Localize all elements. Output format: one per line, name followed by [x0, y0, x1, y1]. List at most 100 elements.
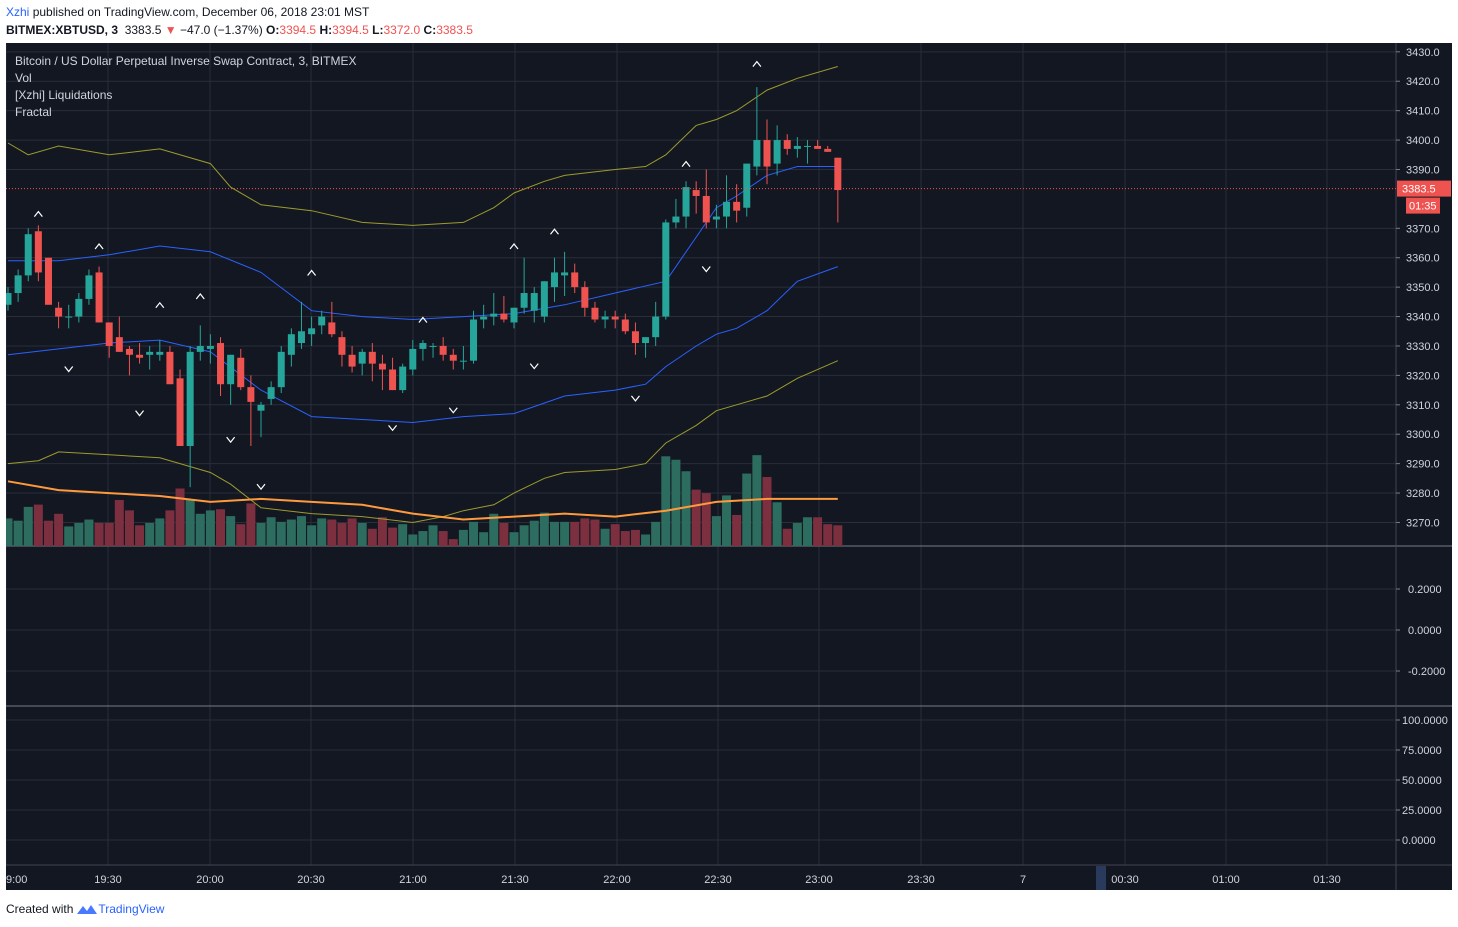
candle-body[interactable] [389, 369, 397, 391]
candle-body[interactable] [378, 363, 386, 370]
candle-body[interactable] [480, 316, 488, 320]
candle-body[interactable] [439, 345, 447, 355]
time-tick-label: 00:30 [1111, 874, 1139, 886]
candle-body[interactable] [672, 216, 680, 223]
time-axis-highlight [1096, 866, 1106, 890]
candle-body[interactable] [287, 334, 295, 355]
candle-body[interactable] [308, 328, 316, 335]
candle-body[interactable] [621, 319, 629, 332]
candle-body[interactable] [257, 404, 265, 411]
candle-body[interactable] [166, 351, 174, 385]
candle-body[interactable] [237, 357, 245, 388]
candle-body[interactable] [44, 257, 52, 305]
candle-body[interactable] [399, 366, 407, 391]
candle-body[interactable] [540, 281, 548, 317]
candle-body[interactable] [358, 351, 366, 364]
candle-body[interactable] [409, 348, 417, 370]
candle-body[interactable] [75, 298, 83, 317]
candle-body[interactable] [105, 322, 113, 346]
candle-body[interactable] [803, 145, 811, 147]
candle-body[interactable] [156, 351, 164, 355]
candle-body[interactable] [581, 287, 589, 308]
candle-body[interactable] [611, 316, 619, 320]
candle-body[interactable] [318, 316, 326, 326]
candle-body[interactable] [571, 272, 579, 288]
price-tick-label: 3430.0 [1406, 47, 1440, 59]
candle-body[interactable] [24, 234, 32, 276]
candle-body[interactable] [550, 272, 558, 288]
candle-body[interactable] [297, 331, 305, 344]
candle-body[interactable] [368, 351, 376, 364]
candle-body[interactable] [692, 190, 700, 196]
candle-body[interactable] [733, 201, 741, 211]
candle-body[interactable] [763, 140, 771, 167]
candle-body[interactable] [55, 307, 63, 317]
candle-body[interactable] [338, 337, 346, 355]
candle-body[interactable] [783, 140, 791, 149]
candle-body[interactable] [561, 272, 569, 276]
candle-body[interactable] [631, 331, 639, 344]
candle-body[interactable] [6, 293, 12, 305]
volume-ma-line [7, 480, 838, 521]
candle-body[interactable] [459, 360, 467, 362]
volume-bar [337, 523, 347, 546]
candle-body[interactable] [196, 345, 204, 352]
candle-body[interactable] [824, 148, 832, 152]
candle-body[interactable] [834, 157, 842, 191]
tradingview-logo[interactable]: TradingView [76, 902, 164, 916]
time-tick-label: 23:30 [907, 874, 935, 886]
legend-liquidations[interactable]: [Xzhi] Liquidations [15, 88, 113, 102]
candle-body[interactable] [723, 201, 731, 217]
candle-body[interactable] [510, 307, 518, 323]
candle-body[interactable] [753, 140, 761, 167]
candle-body[interactable] [591, 307, 599, 320]
candle-body[interactable] [217, 343, 225, 385]
candle-body[interactable] [642, 337, 650, 344]
legend-fractal[interactable]: Fractal [15, 105, 52, 119]
candle-body[interactable] [267, 387, 275, 399]
volume-bar [752, 455, 762, 546]
candle-body[interactable] [814, 145, 822, 149]
candle-body[interactable] [277, 351, 285, 388]
candle-body[interactable] [206, 345, 214, 349]
candle-body[interactable] [125, 348, 133, 355]
candle-body[interactable] [662, 222, 670, 317]
candle-body[interactable] [520, 293, 528, 308]
candle-body[interactable] [176, 378, 184, 446]
candle-body[interactable] [449, 354, 457, 361]
candle-body[interactable] [712, 216, 720, 220]
candle-body[interactable] [186, 351, 194, 446]
candle-body[interactable] [773, 140, 781, 164]
candle-body[interactable] [601, 316, 609, 320]
candle-body[interactable] [490, 313, 498, 317]
author-link[interactable]: Xzhi [6, 5, 30, 19]
candle-body[interactable] [227, 354, 235, 385]
candle-body[interactable] [702, 195, 710, 223]
candle-body[interactable] [34, 231, 42, 273]
candle-body[interactable] [348, 354, 356, 367]
candle-body[interactable] [419, 343, 427, 349]
candle-body[interactable] [793, 145, 801, 149]
candle-body[interactable] [652, 316, 660, 338]
candle-body[interactable] [429, 345, 437, 347]
price-chart[interactable]: 3430.0 3420.0 3410.0 3400.0 3390.0 3370.0 3360… [6, 43, 1452, 890]
candle-body[interactable] [146, 351, 154, 355]
candle-body[interactable] [328, 322, 336, 335]
candle-body[interactable] [247, 387, 255, 402]
legend-vol[interactable]: Vol [15, 71, 32, 85]
candle-body[interactable] [530, 293, 538, 311]
close-label: C: [423, 23, 437, 37]
candle-body[interactable] [95, 272, 103, 323]
candle-body[interactable] [500, 313, 508, 320]
candle-body[interactable] [85, 275, 93, 299]
candle-body[interactable] [470, 319, 478, 361]
candle-body[interactable] [682, 187, 690, 217]
price-tick-label: 3290.0 [1406, 459, 1440, 471]
candle-body[interactable] [743, 163, 751, 208]
chart-area[interactable]: 3430.0 3420.0 3410.0 3400.0 3390.0 3370.0 3360… [6, 43, 1452, 890]
candle-body[interactable] [14, 275, 22, 294]
candle-body[interactable] [65, 316, 73, 318]
candle-body[interactable] [136, 354, 144, 358]
candle-body[interactable] [115, 337, 123, 352]
volume-bar [286, 519, 296, 546]
